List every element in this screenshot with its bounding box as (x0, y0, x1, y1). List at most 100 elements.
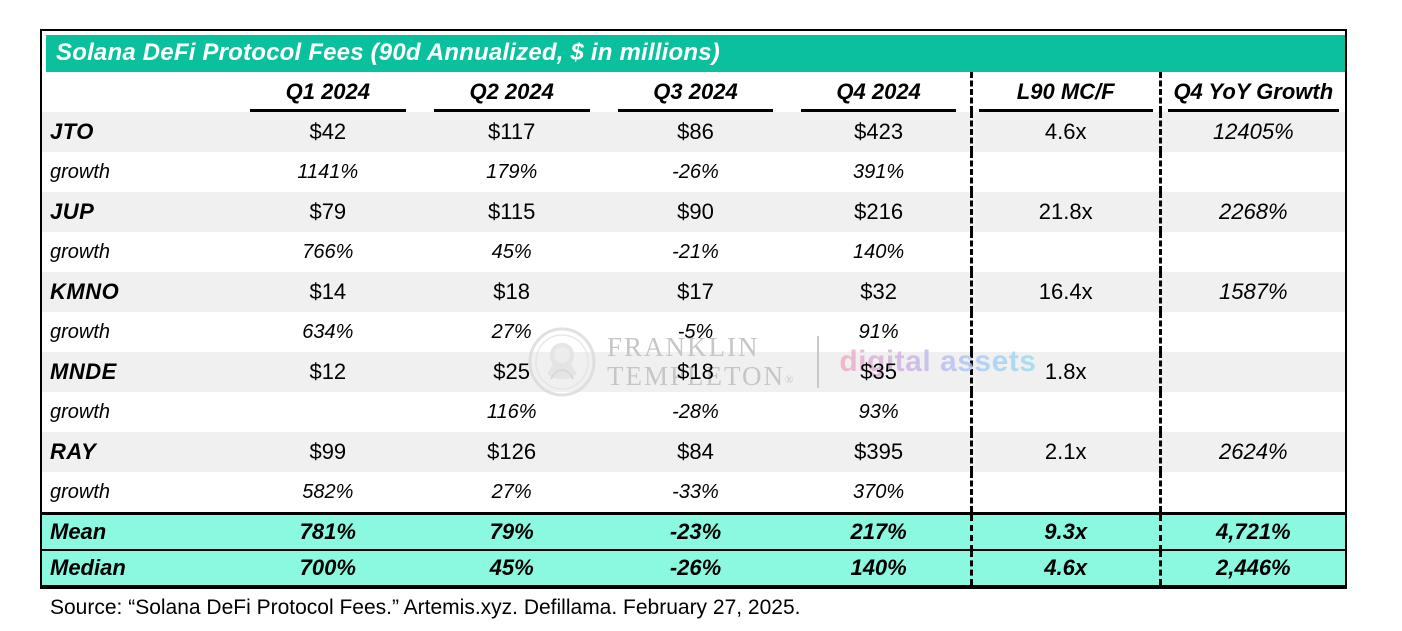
cell-value: $90 (677, 199, 714, 224)
cell-value: $126 (487, 439, 537, 464)
cell-value: JUP (50, 199, 95, 224)
table-cell: $84 (603, 432, 788, 472)
column-header: Q4 YoY Growth (1158, 72, 1345, 112)
table-cell (1158, 312, 1345, 352)
table-cell: $12 (235, 352, 420, 392)
cell-value: 2.1x (1044, 439, 1087, 464)
cell-value: 4,721% (1216, 519, 1291, 544)
cell-value: 116% (486, 400, 537, 423)
table-cell: 179% (419, 152, 604, 192)
table-cell (1158, 152, 1345, 192)
table-title: Solana DeFi Protocol Fees (90d Annualize… (46, 35, 1345, 72)
fees-table: Q1 2024 Q2 2024 Q3 2024 Q4 2024 L90 MC/F Q4 Y… (42, 72, 1345, 585)
table-cell: $42 (235, 112, 420, 152)
table-cell: 91% (787, 312, 972, 352)
cell-value: -28% (672, 400, 719, 423)
table-cell: $117 (419, 112, 604, 152)
cell-value: 12405% (1212, 119, 1294, 144)
cell-value: $25 (493, 359, 531, 384)
column-header (42, 72, 236, 112)
table-cell (969, 232, 1161, 272)
cell-value: $17 (677, 279, 714, 304)
table-cell: 27% (419, 312, 604, 352)
table-cell: 116% (419, 392, 604, 432)
table-cell: $99 (235, 432, 420, 472)
cell-value: growth (50, 160, 111, 183)
cell-value: 1.8x (1044, 359, 1087, 384)
table-cell: 781% (235, 513, 420, 550)
table-cell: $115 (419, 192, 604, 232)
table-cell: 4.6x (969, 112, 1161, 152)
cell-value: $423 (854, 119, 904, 144)
column-header: Q2 2024 (420, 72, 604, 112)
cell-value: $79 (309, 199, 347, 224)
table-cell: $18 (419, 272, 604, 312)
cell-value: KMNO (50, 279, 120, 304)
table-cell: 2,446% (1158, 550, 1345, 585)
table-cell: 1587% (1158, 272, 1345, 312)
row-label-cell: growth (42, 152, 236, 192)
table-cell: -33% (603, 472, 788, 514)
cell-value: -21% (672, 240, 719, 263)
table-cell: $423 (787, 112, 972, 152)
cell-value: -26% (669, 555, 722, 580)
table-cell (1158, 232, 1345, 272)
cell-value: $18 (677, 359, 714, 384)
cell-value: growth (50, 240, 111, 263)
cell-value: 27% (491, 480, 532, 503)
cell-value: $117 (488, 119, 536, 144)
row-label-cell: growth (42, 392, 236, 432)
table-cell: 2624% (1158, 432, 1345, 472)
table-cell (1158, 392, 1345, 432)
table-row: RAY $99 $126 $84 $395 2.1x 2624% (42, 432, 1345, 472)
table-cell: 582% (235, 472, 420, 514)
cell-value: Median (50, 555, 126, 580)
cell-value: 4.6x (1044, 555, 1088, 580)
header-row: Q1 2024 Q2 2024 Q3 2024 Q4 2024 L90 MC/F Q4 Y… (42, 72, 1345, 112)
cell-value: 79% (489, 519, 534, 544)
cell-value: 4.6x (1044, 119, 1087, 144)
cell-value: 93% (858, 400, 899, 423)
cell-value: 9.3x (1044, 519, 1088, 544)
cell-value: 634% (302, 320, 354, 343)
table-cell: 4,721% (1158, 513, 1345, 550)
fees-table-frame: Solana DeFi Protocol Fees (90d Annualize… (40, 29, 1347, 589)
table-cell: $126 (419, 432, 604, 472)
table-cell: $86 (603, 112, 788, 152)
table-cell: 93% (787, 392, 972, 432)
column-header-label: L90 MC/F (978, 79, 1153, 112)
cell-value: MNDE (50, 359, 117, 384)
table-cell: 21.8x (969, 192, 1161, 232)
cell-value: 140% (850, 555, 907, 580)
cell-value: 45% (491, 240, 532, 263)
table-cell (969, 152, 1161, 192)
table-cell (969, 472, 1161, 514)
table-row: growth 766% 45% -21% 140% (42, 232, 1345, 272)
table-cell: $216 (787, 192, 972, 232)
column-header-label: Q4 YoY Growth (1167, 79, 1339, 112)
table-row: growth 1141% 179% -26% 391% (42, 152, 1345, 192)
cell-value: $115 (488, 199, 536, 224)
table-cell: 217% (787, 513, 972, 550)
cell-value: 1587% (1219, 279, 1288, 304)
cell-value: $42 (309, 119, 347, 144)
table-cell: $17 (603, 272, 788, 312)
table-cell: $395 (787, 432, 972, 472)
table-cell: $32 (787, 272, 972, 312)
cell-value: 391% (853, 160, 905, 183)
column-header: Q1 2024 (236, 72, 420, 112)
table-cell: 2268% (1158, 192, 1345, 232)
cell-value: 217% (850, 519, 907, 544)
table-cell (1158, 352, 1345, 392)
cell-value: $14 (309, 279, 347, 304)
cell-value: -33% (672, 480, 719, 503)
row-label-cell: growth (42, 232, 236, 272)
row-label-cell: growth (42, 472, 236, 514)
table-cell: $18 (603, 352, 788, 392)
table-cell: 370% (787, 472, 972, 514)
summary-row: Median 700% 45% -26% 140% 4.6x 2,446% (42, 550, 1345, 585)
table-cell: 79% (419, 513, 604, 550)
cell-value: $32 (860, 279, 897, 304)
cell-value: 21.8x (1038, 199, 1093, 224)
